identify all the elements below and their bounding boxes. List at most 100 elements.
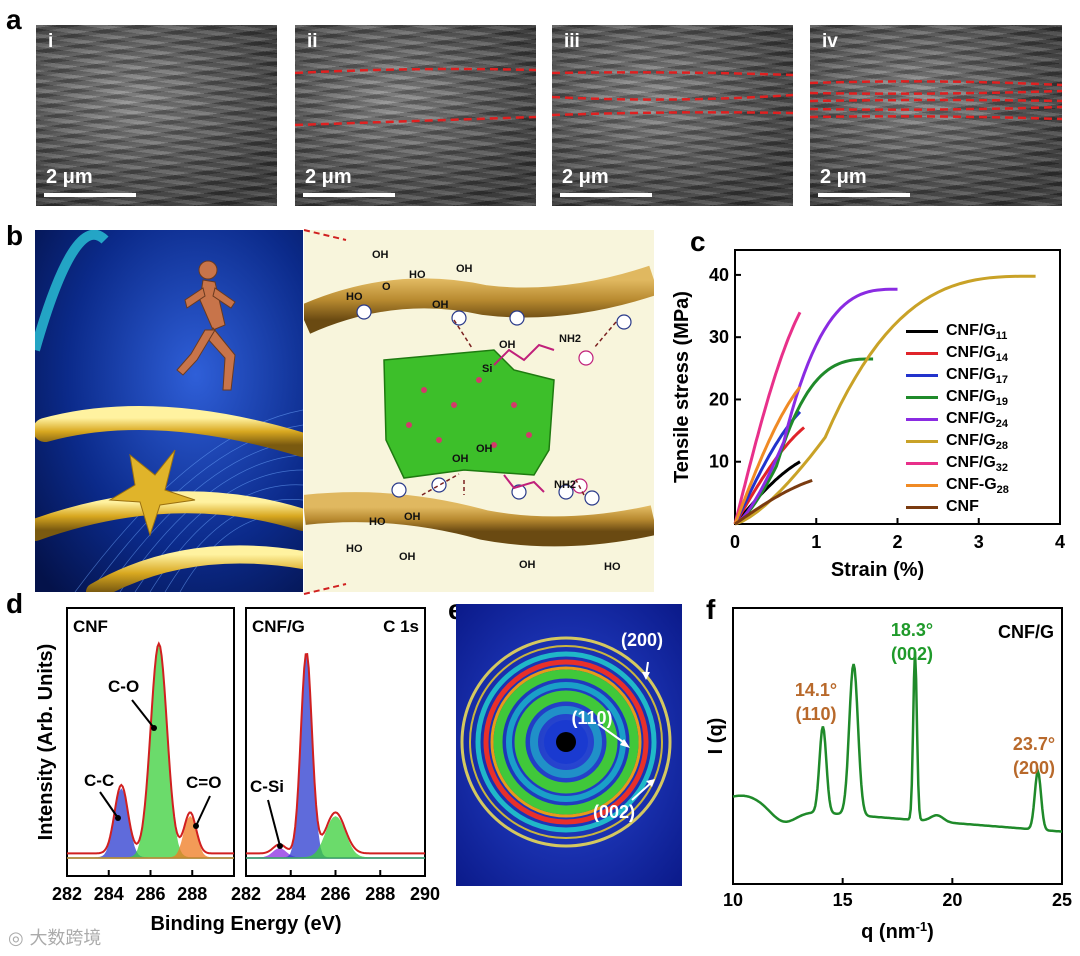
peak-label: C-Si: [250, 777, 284, 796]
schematic-label: OH: [452, 453, 469, 465]
xps-envelope: [246, 652, 425, 855]
arrow-head: [115, 815, 121, 821]
panel-label-c: c: [690, 226, 706, 257]
legend-swatch: [906, 440, 938, 443]
xps-peak-fit: [67, 645, 234, 859]
zoom-lines: [303, 229, 347, 595]
ring-110: [514, 690, 618, 794]
sem-label: i: [48, 31, 54, 52]
x-tick-label: 284: [94, 884, 124, 904]
scale-bar: [44, 193, 136, 197]
xps-peak-fit: [67, 815, 234, 859]
scale-bar-text: 2 μm: [820, 166, 867, 188]
x-tick-label: 282: [231, 884, 261, 904]
schematic-label: NH2: [554, 479, 576, 491]
schematic-label: OH: [399, 551, 416, 563]
xps-title: CNF/G: [252, 617, 305, 636]
x-tick-label: 15: [833, 890, 853, 910]
layer-boundaries: [295, 67, 536, 127]
x-tick-label: 288: [177, 884, 207, 904]
peak-arrow: [99, 791, 119, 819]
x-tick-label: 284: [276, 884, 306, 904]
x-tick-label: 290: [410, 884, 440, 904]
tensile-series-line: [733, 386, 802, 525]
saxs-pattern: (200) (110) (002): [456, 604, 682, 886]
peak-arrow: [195, 795, 211, 827]
y-axis-label: Intensity (Arb. Units): [35, 644, 57, 841]
arrow-head: [193, 823, 199, 829]
schematic-label: OH: [432, 299, 449, 311]
xps-corner-label: C 1s: [383, 617, 419, 636]
x-tick-label: 2: [892, 532, 902, 552]
legend-swatch: [906, 462, 938, 465]
molecular-schematic: OH HO OH O HO OH NH2 Si OH NH2 OH OH HO OH HO OH OH HO: [304, 230, 654, 592]
sem-image-i: i 2 μm: [36, 25, 277, 206]
ring-200: [460, 636, 672, 848]
ring-label-110: (110): [571, 708, 612, 728]
y-tick-label: 10: [709, 452, 729, 472]
y-tick-label: 30: [709, 327, 729, 347]
peak-hkl-label: (002): [891, 644, 933, 664]
x-axis-label: Strain (%): [831, 559, 924, 581]
panel-label-a: a: [6, 4, 22, 35]
x-tick-label: 1: [811, 532, 821, 552]
x-axis-label: q (nm-1): [861, 919, 934, 944]
watermark-icon: ◎: [8, 928, 30, 949]
scale-bar: [303, 193, 395, 197]
legend-label: CNF/G24: [946, 410, 1009, 431]
layer-boundaries: [552, 71, 793, 117]
y-tick-label: 40: [709, 265, 729, 285]
schematic-label: HO: [409, 269, 426, 281]
tensile-legend: CNF/G11 CNF/G14 CNF/G17 CNF/G19 CNF/G24 CNF/G…: [906, 320, 1066, 520]
scale-bar: [560, 193, 652, 197]
x-tick-label: 20: [942, 890, 962, 910]
y-axis-label: I (q): [705, 718, 727, 755]
legend-swatch: [906, 418, 938, 421]
layer-boundaries: [810, 80, 1062, 121]
legend-label: CNF-G28: [946, 476, 1009, 497]
sem-image-ii: ii 2 μm: [295, 25, 536, 206]
legend-label: CNF/G32: [946, 454, 1009, 475]
ring-002: [483, 659, 649, 825]
xps-peak-fit: [246, 816, 425, 859]
legend-swatch: [906, 352, 938, 355]
tensile-series-line: [733, 426, 806, 525]
x-tick-label: 25: [1052, 890, 1072, 910]
peak-position-label: 14.1°: [795, 680, 837, 700]
legend-swatch: [906, 484, 938, 487]
tensile-chart: 0 1 2 3 4 10 20 30 40 Strain (%) Tensile stress (M…: [671, 249, 1065, 581]
tensile-series-line: [733, 311, 802, 525]
legend-swatch: [906, 396, 938, 399]
ring-label-200: (200): [621, 630, 663, 650]
x-tick-label: 10: [723, 890, 743, 910]
x-tick-label: 0: [730, 532, 740, 552]
scale-bar-text: 2 μm: [305, 166, 352, 188]
arrow-head: [151, 725, 157, 731]
legend-label: CNF/G28: [946, 432, 1009, 453]
y-axis-label: Tensile stress (MPa): [671, 291, 693, 483]
peak-hkl-label: (200): [1013, 758, 1055, 778]
y-tick-label: 20: [709, 389, 729, 409]
tensile-series-line: [734, 287, 898, 526]
schematic-label: NH2: [559, 333, 581, 345]
sem-label: ii: [307, 31, 318, 52]
schematic-label: OH: [456, 263, 473, 275]
scale-bar-text: 2 μm: [46, 166, 93, 188]
sem-image-iv: iv 2 μm: [810, 25, 1062, 206]
schematic-label: HO: [369, 516, 386, 528]
legend-label: CNF: [946, 498, 979, 515]
panel-label-d: d: [6, 588, 24, 619]
xrd-chart: 10 15 20 25 CNF/G 14.1° (110) 18.3° (002) 23.7° (2…: [705, 607, 1072, 944]
xps-title: CNF: [73, 617, 108, 636]
legend-swatch: [906, 330, 938, 333]
schematic-drawing: OH HO OH O HO OH NH2 Si OH NH2 OH OH HO OH HO OH OH HO: [304, 249, 654, 573]
xps-chart: 282 284 286 288 CNF 282 284 286 288 290 CNF/G C 1s C…: [35, 607, 440, 935]
schematic-label: HO: [346, 543, 363, 555]
tensile-series-line: [734, 274, 1036, 526]
x-tick-label: 288: [365, 884, 395, 904]
schematic-label: OH: [519, 559, 536, 571]
schematic-label: OH: [404, 511, 421, 523]
scale-bar-text: 2 μm: [562, 166, 609, 188]
x-tick-label: 3: [974, 532, 984, 552]
x-tick-label: 282: [52, 884, 82, 904]
